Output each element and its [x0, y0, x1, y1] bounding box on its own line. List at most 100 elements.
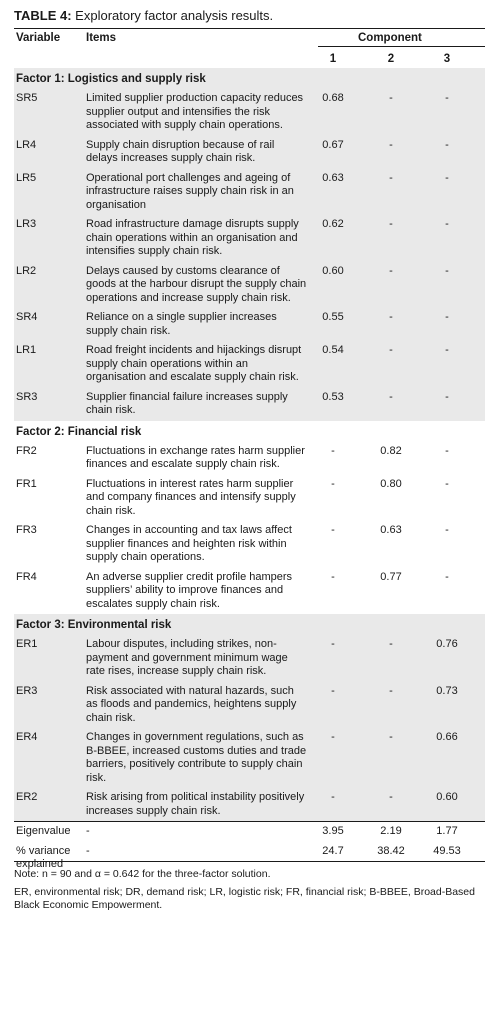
component-3-loading: -: [445, 264, 449, 277]
component-2-loading: -: [389, 390, 393, 403]
component-2-loading: -: [389, 171, 393, 184]
component-2-loading: -: [389, 344, 393, 356]
component-3-loading: -: [445, 344, 449, 356]
component-3-loading: -: [445, 218, 449, 230]
variable-code: FR2: [16, 444, 37, 457]
component-2-loading: 0.63: [380, 524, 402, 536]
component-1-loading: 0.53: [322, 390, 344, 403]
item-text: Changes in government regulations, such …: [86, 731, 307, 784]
header-items: Items: [86, 32, 117, 44]
variable-code: LR2: [16, 264, 37, 277]
summary-row: % variance explained - 24.7 38.42 49.53: [14, 841, 485, 870]
table-row: ER3 Risk associated with natural hazards,…: [14, 681, 485, 728]
header-variable: Variable: [16, 32, 61, 44]
table-row: LR5 Operational port challenges and agein…: [14, 168, 485, 215]
item-text: Reliance on a single supplier increases …: [86, 311, 277, 337]
component-3-loading: 0.76: [436, 638, 458, 650]
item-text: Delays caused by customs clearance of go…: [86, 264, 307, 304]
component-1-loading: 0.68: [322, 92, 344, 104]
table-row: FR1 Fluctuations in interest rates harm s…: [14, 474, 485, 521]
component-1-loading: -: [331, 731, 335, 743]
variable-code: FR1: [16, 477, 37, 490]
summary-label: % variance explained: [16, 844, 71, 871]
component-2-loading: -: [389, 731, 393, 743]
summary-col-3: 49.53: [433, 844, 461, 857]
variable-code: LR3: [16, 218, 37, 230]
header-component: Component: [358, 32, 422, 44]
component-1-loading: 0.62: [322, 218, 344, 230]
factor-heading: Factor 3: Environmental risk: [14, 614, 485, 635]
table-row: LR2 Delays caused by customs clearance of…: [14, 261, 485, 308]
factor-heading: Factor 1: Logistics and supply risk: [14, 68, 485, 89]
component-1-loading: 0.63: [322, 171, 344, 184]
table-row: FR3 Changes in accounting and tax laws af…: [14, 521, 485, 568]
item-text: Supply chain disruption because of rail …: [86, 138, 275, 165]
item-text: Limited supplier production capacity red…: [86, 92, 304, 131]
table-row: ER2 Risk arising from political instabili…: [14, 788, 485, 821]
component-3-loading: -: [445, 311, 449, 323]
component-2-loading: 0.82: [380, 444, 402, 457]
component-1-loading: -: [331, 524, 335, 536]
component-1-loading: 0.67: [322, 138, 344, 151]
table-row: SR3 Supplier financial failure increases …: [14, 387, 485, 421]
component-3-loading: -: [445, 138, 449, 151]
variable-code: LR5: [16, 171, 37, 184]
component-2-loading: -: [389, 684, 393, 697]
component-3-loading: 0.66: [436, 731, 458, 743]
component-3-loading: -: [445, 171, 449, 184]
table-row: ER1 Labour disputes, including strikes, n…: [14, 635, 485, 682]
bottom-rule: [14, 861, 485, 862]
component-2-loading: 0.77: [380, 570, 402, 583]
component-3-loading: -: [445, 570, 449, 583]
item-text: Risk arising from political instability …: [86, 791, 305, 817]
top-rule: [14, 28, 485, 29]
header-col-2: 2: [387, 53, 395, 65]
caption-text: Exploratory factor analysis results.: [75, 8, 274, 23]
table-row: ER4 Changes in government regulations, su…: [14, 728, 485, 788]
table-row: LR1 Road freight incidents and hijackings…: [14, 341, 485, 388]
component-1-loading: -: [331, 638, 335, 650]
summary-col-2: 38.42: [377, 844, 405, 857]
component-3-loading: -: [445, 524, 449, 536]
item-text: Supplier financial failure increases sup…: [86, 390, 288, 417]
summary-item: -: [86, 844, 90, 857]
component-1-loading: 0.54: [322, 344, 344, 356]
component-3-loading: -: [445, 390, 449, 403]
table-row: LR4 Supply chain disruption because of ra…: [14, 135, 485, 169]
variable-code: FR4: [16, 570, 37, 583]
item-text: Risk associated with natural hazards, su…: [86, 684, 297, 724]
item-text: An adverse supplier credit profile hampe…: [86, 570, 293, 610]
summary-item: -: [86, 825, 90, 837]
item-text: Changes in accounting and tax laws affec…: [86, 524, 292, 563]
component-2-loading: -: [389, 218, 393, 230]
factor-table: Factor 1: Logistics and supply risk SR5 Li…: [14, 68, 485, 870]
abbreviations-note: ER, environmental risk; DR, demand risk;…: [14, 886, 475, 911]
summary-col-1: 24.7: [322, 844, 344, 857]
component-2-loading: -: [389, 311, 393, 323]
table-row: SR4 Reliance on a single supplier increas…: [14, 308, 485, 341]
component-1-loading: -: [331, 684, 335, 697]
variable-code: LR1: [16, 344, 37, 356]
component-2-loading: -: [389, 264, 393, 277]
variable-code: LR4: [16, 138, 37, 151]
component-2-loading: -: [389, 138, 393, 151]
component-3-loading: -: [445, 92, 449, 104]
item-text: Fluctuations in interest rates harm supp…: [86, 477, 296, 517]
item-text: Fluctuations in exchange rates harm supp…: [86, 444, 305, 471]
item-text: Road freight incidents and hijackings di…: [86, 344, 302, 383]
item-text: Labour disputes, including strikes, non-…: [86, 638, 288, 677]
summary-col-3: 1.77: [436, 825, 458, 837]
component-3-loading: -: [445, 444, 449, 457]
header-col-1: 1: [329, 53, 337, 65]
variable-code: SR5: [16, 92, 38, 104]
caption-label: TABLE 4:: [14, 8, 72, 23]
component-1-loading: 0.60: [322, 264, 344, 277]
component-1-loading: 0.55: [322, 311, 344, 323]
table-row: FR4 An adverse supplier credit profile ha…: [14, 567, 485, 614]
summary-col-2: 2.19: [380, 825, 402, 837]
component-2-loading: -: [389, 791, 393, 803]
table-row: FR2 Fluctuations in exchange rates harm s…: [14, 441, 485, 475]
variable-code: ER1: [16, 638, 38, 650]
component-2-loading: -: [389, 92, 393, 104]
